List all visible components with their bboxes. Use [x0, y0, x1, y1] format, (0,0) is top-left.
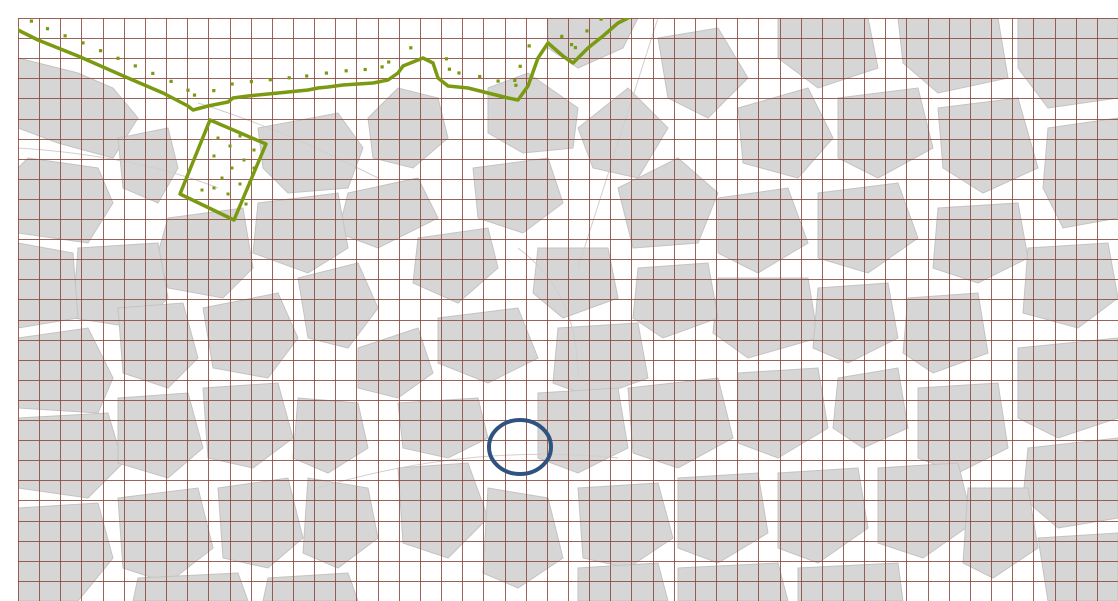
boundary-dot	[570, 43, 574, 47]
boundary-dot	[496, 79, 500, 83]
boundary-dot	[268, 78, 272, 82]
boundary-dot	[133, 64, 137, 68]
polygon-dot	[252, 148, 256, 152]
boundary-dot	[287, 76, 291, 80]
polygon-dot	[212, 154, 216, 158]
boundary-dot	[444, 57, 448, 61]
boundary-dot	[63, 34, 67, 38]
boundary-dot	[192, 93, 197, 97]
boundary-dot	[324, 71, 328, 75]
boundary-dot	[344, 69, 348, 73]
boundary-dot	[599, 18, 603, 21]
boundary-dot	[514, 83, 518, 87]
boundary-dot	[29, 19, 33, 23]
location-marker-circle[interactable]	[487, 418, 553, 476]
boundary-dot	[230, 82, 234, 86]
boundary-dot	[116, 56, 120, 60]
boundary-dot	[212, 89, 216, 93]
boundary-polygon-overlay	[178, 118, 268, 222]
boundary-dot	[409, 46, 413, 50]
boundary-dot	[169, 79, 173, 83]
polygon-dot	[242, 158, 246, 162]
polygon-dot	[226, 192, 230, 196]
boundary-dot	[186, 88, 190, 92]
polygon-dot	[238, 134, 242, 138]
polygon-dot	[230, 166, 234, 170]
boundary-dot	[457, 71, 461, 75]
polygon-dot	[200, 188, 204, 192]
polygon-dot	[212, 186, 216, 190]
polygon-dot	[252, 166, 256, 170]
polygon-dots	[200, 134, 256, 206]
polygon-dot	[228, 144, 232, 148]
boundary-dot	[387, 60, 391, 64]
boundary-line-overlay	[18, 18, 630, 112]
boundary-dot	[45, 27, 50, 31]
boundary-dot	[380, 65, 384, 69]
boundary-dot	[527, 44, 531, 48]
polygon-dot	[244, 202, 248, 206]
map-canvas[interactable]	[18, 18, 1118, 601]
boundary-dot	[585, 29, 589, 33]
boundary-dot	[249, 80, 253, 84]
boundary-dot	[560, 34, 564, 38]
map-grid	[18, 18, 1118, 601]
boundary-dot	[573, 46, 577, 50]
boundary-dot	[518, 64, 522, 68]
boundary-dot	[81, 41, 85, 45]
polygon-dot	[238, 182, 242, 186]
boundary-dot	[151, 71, 155, 75]
polygon-dot	[220, 176, 224, 180]
polygon-dot	[216, 136, 220, 140]
boundary-dot	[447, 67, 451, 71]
boundary-dots	[29, 18, 603, 97]
boundary-line	[18, 18, 630, 112]
boundary-dot	[478, 74, 482, 79]
boundary-dot	[99, 49, 103, 53]
boundary-dot	[305, 74, 309, 78]
boundary-polygon	[178, 118, 268, 222]
boundary-dot	[513, 78, 517, 82]
boundary-dot	[363, 67, 367, 72]
